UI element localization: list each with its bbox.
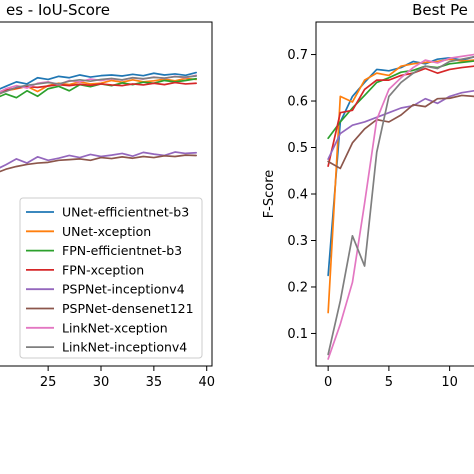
right-y-tick-label: 0.5	[287, 141, 308, 156]
right-y-tick-label: 0.7	[287, 48, 308, 63]
right-series-line-pspnet-densenet121	[327, 94, 474, 170]
right-y-tick-label: 0.4	[287, 188, 308, 203]
plot-right-f-score: 0 5 10 0.1 0.2 0.3 0.4 0.5 0.6 0.7 Best Pe F-Score	[262, 1, 474, 390]
legend-label-pspnet-densenet121: PSPNet-densenet121	[62, 301, 194, 316]
right-y-tick-label: 0.2	[287, 280, 308, 295]
legend-label-fpn-xception: FPN-xception	[62, 262, 144, 277]
legend-label-linknet-inceptionv4: LinkNet-inceptionv4	[62, 340, 187, 355]
right-chart-title: Best Pe	[412, 1, 468, 19]
left-series-line-pspnet-densenet121	[0, 154, 197, 173]
right-series-line-linknet-inceptionv4	[327, 56, 474, 356]
right-x-tick-label: 10	[441, 375, 458, 390]
left-series-group	[0, 71, 197, 173]
right-series-line-fpn-efficientnet-b3	[327, 60, 474, 140]
legend-label-pspnet-inceptionv4: PSPNet-inceptionv4	[62, 282, 185, 297]
right-y-tick-label: 0.3	[287, 234, 308, 249]
legend-label-linknet-xception: LinkNet-xception	[62, 320, 168, 335]
legend: UNet-efficientnet-b3 UNet-xception FPN-eff…	[19, 197, 203, 359]
legend-label-fpn-efficientnet-b3: FPN-efficientnet-b3	[62, 243, 182, 258]
left-x-tick-label: 40	[198, 375, 215, 390]
left-x-tick-label: 35	[146, 375, 163, 390]
left-series-line-pspnet-inceptionv4	[0, 151, 197, 169]
right-axes-frame	[315, 21, 474, 367]
right-x-tick-label: 5	[385, 375, 393, 390]
left-series-line-unet-efficientnet-b3	[0, 71, 197, 90]
plot-left-iou-score: 25 30 35 40 es - IoU-Score UNet-efficientnet-…	[0, 1, 215, 390]
right-series-line-pspnet-inceptionv4	[327, 89, 474, 160]
left-chart-title: es - IoU-Score	[6, 1, 110, 19]
left-x-tick-label: 25	[40, 375, 57, 390]
right-y-axis-label: F-Score	[262, 170, 277, 219]
left-x-tick-label: 30	[93, 375, 110, 390]
legend-box	[19, 197, 203, 359]
legend-label-unet-efficientnet-b3: UNet-efficientnet-b3	[62, 205, 189, 220]
right-y-tick-label: 0.6	[287, 95, 308, 110]
right-series-line-fpn-xception	[327, 65, 474, 167]
right-series-group	[327, 53, 474, 360]
right-series-line-unet-xception	[327, 58, 474, 314]
right-series-line-linknet-xception	[327, 53, 474, 360]
left-series-line-linknet-inceptionv4	[0, 75, 197, 95]
right-y-tick-label: 0.1	[287, 327, 308, 342]
right-x-tick-label: 0	[324, 375, 332, 390]
legend-label-unet-xception: UNet-xception	[62, 224, 151, 239]
right-series-line-unet-efficientnet-b3	[327, 56, 474, 277]
